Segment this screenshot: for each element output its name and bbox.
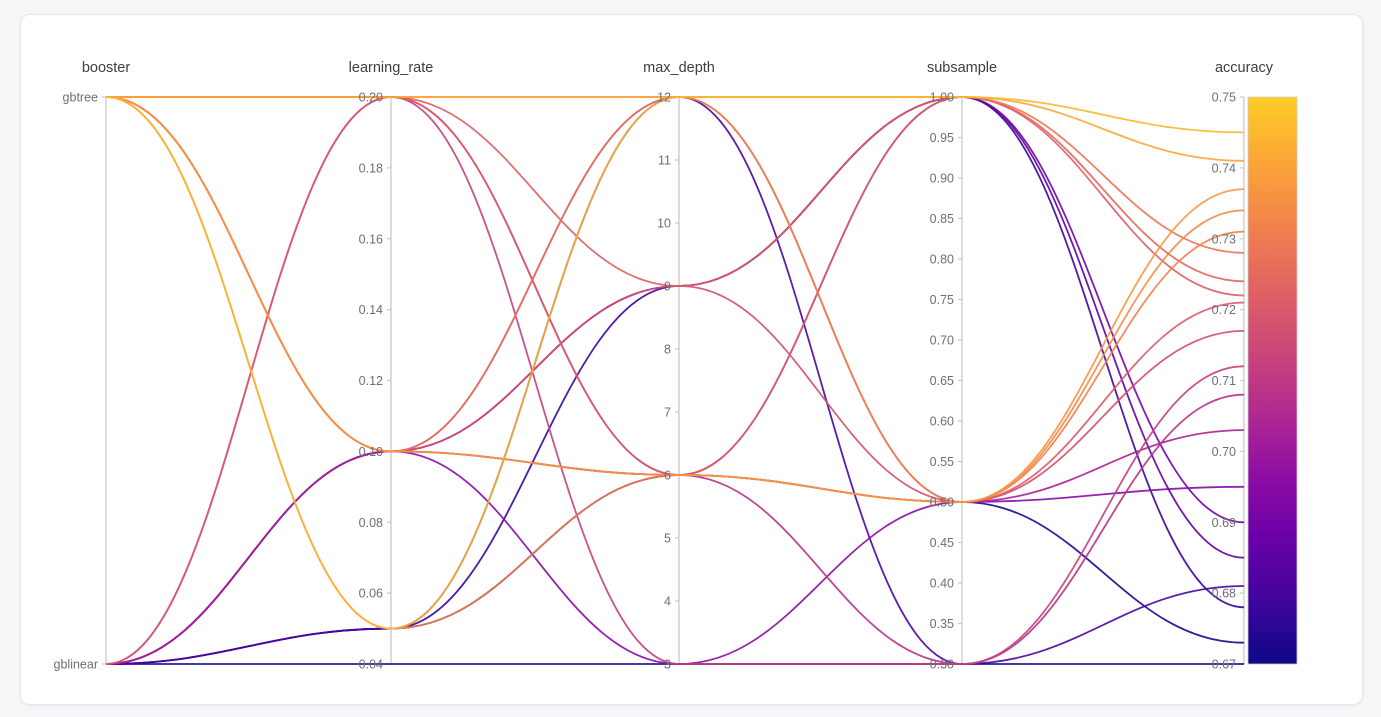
axis-title-booster: booster: [82, 60, 131, 76]
tick-label: 0.08: [359, 516, 383, 530]
tick-label: 12: [657, 91, 671, 105]
tick-label: 0.35: [930, 617, 954, 631]
axis-max_depth: [675, 96, 680, 665]
tick-label: 0.72: [1212, 303, 1236, 317]
tick-label: 0.80: [930, 253, 954, 267]
trial-line: [106, 96, 1245, 665]
axis-labels-booster: gbtree gblinear booster: [54, 60, 131, 672]
trial-line: [105, 96, 1245, 665]
tick-label: gblinear: [54, 658, 98, 672]
tick-label: 9: [664, 280, 671, 294]
trial-line: [105, 96, 1245, 503]
tick-label: 6: [664, 469, 671, 483]
tick-label: 0.04: [359, 658, 383, 672]
trial-lines: [105, 96, 1245, 665]
tick-label: 0.10: [359, 445, 383, 459]
axis-labels-learning_rate: 0.20 0.18 0.16 0.14 0.12 0.10 0.08 0.06 0.04 lear…: [349, 60, 434, 672]
trial-line: [105, 96, 1245, 630]
tick-label: 0.90: [930, 172, 954, 186]
tick-label: 0.30: [930, 658, 954, 672]
trial-line: [105, 96, 1245, 630]
tick-label: 0.67: [1212, 658, 1236, 672]
tick-label: 0.20: [359, 91, 383, 105]
tick-label: 0.14: [359, 303, 383, 317]
trial-line: [105, 474, 1245, 665]
axis-learning_rate: [387, 96, 392, 665]
tick-label: 0.16: [359, 232, 383, 246]
tick-label: 0.74: [1212, 161, 1236, 175]
tick-label: 0.55: [930, 455, 954, 469]
tick-label: 0.18: [359, 161, 383, 175]
tick-label: 0.40: [930, 577, 954, 591]
tick-label: 0.70: [1212, 445, 1236, 459]
tick-label: 1.00: [930, 91, 954, 105]
tick-label: 10: [657, 217, 671, 231]
tick-label: 4: [664, 595, 671, 609]
trial-line: [105, 450, 1245, 665]
colorbar-gradient: [1247, 96, 1298, 665]
trial-line: [106, 96, 1245, 297]
axis-title-subsample: subsample: [927, 60, 997, 76]
tick-label: 0.50: [930, 496, 954, 510]
trial-line: [105, 96, 1245, 665]
axis-subsample: [958, 96, 963, 665]
parallel-coordinate-plot-card: gbtree gblinear booster 0.20 0.18 0.16 0.14 0.1…: [20, 14, 1363, 705]
axis-labels-accuracy: 0.75 0.74 0.73 0.72 0.71 0.70 0.69 0.68 0.67 accu…: [1212, 60, 1274, 672]
tick-label: 0.60: [930, 415, 954, 429]
tick-label: 0.68: [1212, 587, 1236, 601]
tick-label: 0.75: [1212, 91, 1236, 105]
tick-label: 0.06: [359, 587, 383, 601]
axis-booster: [102, 96, 107, 665]
axis-accuracy: [1240, 96, 1245, 665]
axis-title-learning_rate: learning_rate: [349, 60, 434, 76]
trial-line: [105, 96, 1245, 665]
tick-label: 8: [664, 343, 671, 357]
trial-line: [105, 96, 1245, 665]
tick-label: 0.12: [359, 374, 383, 388]
trial-line: [105, 96, 1245, 665]
trial-line: [105, 96, 1245, 665]
trial-line: [106, 96, 1245, 162]
tick-label: 0.73: [1212, 232, 1236, 246]
axis-title-max_depth: max_depth: [643, 60, 715, 76]
colorbar: [1247, 96, 1298, 665]
tick-label: 0.69: [1212, 516, 1236, 530]
tick-label: 0.71: [1212, 374, 1236, 388]
tick-label: 0.85: [930, 212, 954, 226]
tick-label: 11: [658, 154, 671, 168]
tick-label: 0.65: [930, 374, 954, 388]
trial-line: [105, 96, 1245, 665]
axis-labels-max_depth: 12 11 10 9 8 7 6 5 4 3 max_depth: [643, 60, 715, 672]
axis-labels-subsample: 1.00 0.95 0.90 0.85 0.80 0.75 0.70 0.65 0.60 0.55…: [927, 60, 997, 672]
tick-label: 0.70: [930, 334, 954, 348]
tick-label: gbtree: [63, 91, 98, 105]
tick-label: 0.75: [930, 293, 954, 307]
tick-label: 7: [664, 406, 671, 420]
parcoords-svg: gbtree gblinear booster 0.20 0.18 0.16 0.14 0.1…: [54, 60, 1298, 672]
trial-line: [105, 96, 1245, 453]
tick-label: 3: [664, 658, 671, 672]
tick-label: 0.95: [930, 131, 954, 145]
axis-title-accuracy: accuracy: [1215, 60, 1274, 76]
tick-label: 5: [664, 532, 671, 546]
tick-label: 0.45: [930, 536, 954, 550]
